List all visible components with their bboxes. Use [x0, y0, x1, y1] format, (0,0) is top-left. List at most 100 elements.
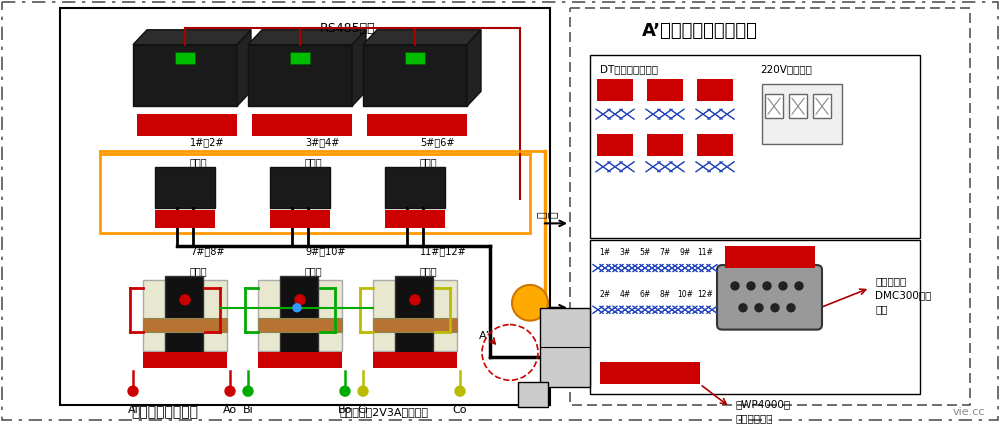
Bar: [597, 79, 633, 101]
Text: DM4032: DM4032: [159, 120, 211, 130]
Text: 至操作台的: 至操作台的: [875, 276, 906, 286]
Text: 光纤口: 光纤口: [190, 266, 208, 276]
Circle shape: [243, 386, 253, 396]
Circle shape: [747, 282, 755, 290]
Bar: [697, 134, 733, 156]
Bar: [725, 246, 815, 268]
Text: 7#、8#: 7#、8#: [190, 246, 224, 256]
Bar: [258, 352, 342, 368]
Circle shape: [293, 304, 301, 312]
Bar: [597, 134, 633, 156]
Text: 4#: 4#: [619, 290, 631, 299]
Text: DT电: DT电: [555, 352, 575, 363]
Circle shape: [779, 282, 787, 290]
Text: 2#: 2#: [599, 290, 611, 299]
Bar: [143, 280, 227, 351]
Text: 8#: 8#: [659, 290, 671, 299]
Text: 7#: 7#: [659, 248, 671, 257]
Text: 9#: 9#: [679, 248, 691, 257]
Bar: [590, 54, 920, 238]
Bar: [762, 85, 842, 144]
Bar: [100, 154, 530, 233]
Circle shape: [225, 386, 235, 396]
Bar: [133, 45, 237, 106]
Polygon shape: [237, 30, 251, 106]
Text: 主机: 主机: [875, 304, 888, 314]
Text: A’：输入和输出接口板: A’：输入和输出接口板: [642, 22, 758, 40]
Text: SP传感器: SP传感器: [173, 356, 198, 365]
Circle shape: [771, 304, 779, 312]
Text: 220V电源接入: 220V电源接入: [760, 65, 812, 74]
Text: 9#、10#: 9#、10#: [305, 246, 346, 256]
Circle shape: [755, 304, 763, 312]
Text: 3#: 3#: [619, 248, 631, 257]
Text: 缆线: 缆线: [559, 364, 571, 374]
Bar: [165, 276, 203, 357]
Bar: [258, 280, 342, 351]
Bar: [570, 8, 970, 405]
Text: SP传感器: SP传感器: [402, 356, 428, 365]
Text: 光纤续接口: 光纤续接口: [635, 368, 665, 378]
Bar: [405, 51, 425, 64]
Bar: [813, 94, 831, 118]
Bar: [540, 308, 590, 387]
Bar: [290, 51, 310, 64]
Bar: [137, 114, 237, 136]
Circle shape: [295, 295, 305, 305]
Text: 至WP4000变: 至WP4000变: [735, 399, 790, 409]
Text: RS485接口: RS485接口: [747, 252, 793, 262]
Bar: [248, 45, 352, 106]
Text: Bo: Bo: [338, 405, 352, 415]
Text: 光
纤: 光 纤: [537, 212, 559, 218]
Text: 10#: 10#: [677, 290, 693, 299]
Bar: [395, 276, 433, 357]
Text: Bo: Bo: [657, 140, 673, 150]
Circle shape: [795, 282, 803, 290]
Text: 11#: 11#: [697, 248, 713, 257]
Text: 光纤口: 光纤口: [305, 266, 323, 276]
Bar: [270, 210, 330, 228]
Text: DM4022: DM4022: [389, 120, 441, 130]
Circle shape: [731, 282, 739, 290]
Text: Ci: Ci: [709, 85, 721, 95]
Text: Ao: Ao: [223, 405, 237, 415]
Text: 6#: 6#: [639, 290, 651, 299]
Polygon shape: [248, 30, 366, 45]
Text: 光纤口: 光纤口: [420, 157, 438, 167]
Circle shape: [410, 295, 420, 305]
Circle shape: [512, 285, 548, 321]
Bar: [765, 94, 783, 118]
Circle shape: [739, 304, 747, 312]
Polygon shape: [363, 30, 481, 45]
Bar: [175, 51, 195, 64]
Polygon shape: [467, 30, 481, 106]
Text: 11#、12#: 11#、12#: [420, 246, 467, 256]
Text: 光纤口: 光纤口: [190, 157, 208, 167]
Text: DT模块电缆线接入: DT模块电缆线接入: [600, 65, 658, 74]
Bar: [270, 167, 330, 209]
Circle shape: [763, 282, 771, 290]
Text: Bi: Bi: [659, 85, 671, 95]
Text: vie.cc: vie.cc: [952, 407, 985, 417]
Bar: [647, 79, 683, 101]
Text: 图中接法为2V3A接线方式: 图中接法为2V3A接线方式: [340, 407, 429, 417]
Bar: [647, 134, 683, 156]
Bar: [363, 45, 467, 106]
Circle shape: [180, 295, 190, 305]
Text: DM4032: DM4032: [274, 120, 326, 130]
FancyBboxPatch shape: [717, 265, 822, 330]
Text: 5#、6#: 5#、6#: [420, 137, 454, 147]
Text: DMC300数字: DMC300数字: [875, 290, 931, 300]
Text: 接口: 接口: [559, 376, 571, 386]
Circle shape: [358, 386, 368, 396]
Text: 5#: 5#: [639, 248, 651, 257]
Bar: [789, 94, 807, 118]
Bar: [600, 363, 700, 384]
Polygon shape: [133, 30, 251, 45]
Bar: [373, 318, 457, 332]
Text: RS485总线: RS485总线: [320, 22, 376, 35]
Circle shape: [340, 386, 350, 396]
Text: 输出: 输出: [559, 318, 571, 328]
Bar: [155, 210, 215, 228]
Text: ⚡: ⚡: [523, 293, 537, 312]
